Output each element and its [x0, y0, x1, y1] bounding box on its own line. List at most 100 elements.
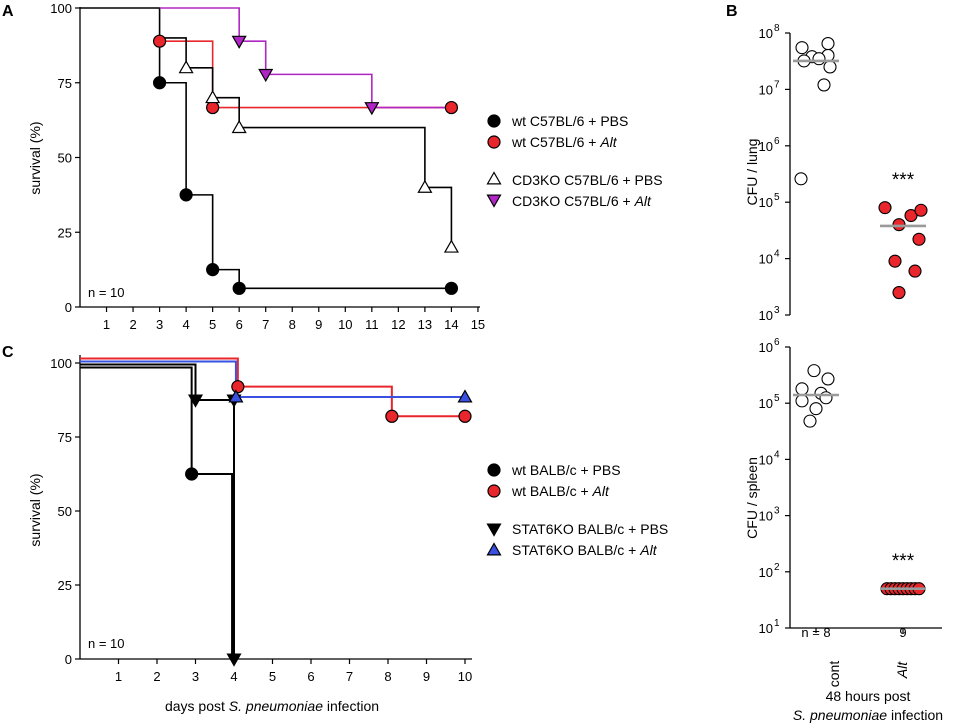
b-spleen-ytick-exponent: 5 — [774, 393, 780, 404]
c-series-2-point — [385, 409, 399, 423]
panel-c-axes: 0 25 50 75 100 1 2 3 4 5 6 7 8 9 10 — [50, 355, 472, 684]
panel-a-n-label: n = 10 — [88, 285, 125, 300]
panel-b-category-cont: cont — [826, 661, 842, 688]
a-xtick-label: 3 — [156, 317, 163, 332]
b-spleen-ytick-label: 10 — [759, 621, 773, 636]
panel-label-b: B — [726, 3, 738, 20]
panel-label-c: C — [2, 344, 14, 361]
panel-c-legend-label-4: STAT6KO BALB/c + Alt — [512, 542, 658, 558]
b-spleen-ytick-label: 10 — [759, 565, 773, 580]
panel-c-legend-label-1: wt BALB/c + PBS — [511, 462, 621, 478]
b-lung-alt-point — [912, 232, 926, 246]
panel-b-plot-area — [793, 37, 928, 596]
c-legend-marker-3 — [486, 523, 502, 537]
panel-b-xlabel-line2: S. pneumoniae infection — [793, 707, 943, 723]
a-series-1-point — [179, 188, 193, 202]
a-series-3-line — [159, 37, 453, 248]
panel-c-chart: survival (%) n = 10 days post S. pneumon… — [27, 355, 668, 714]
panel-a-legend: wt C57BL/6 + PBS wt C57BL/6 + Alt CD3KO … — [486, 113, 663, 209]
b-spleen-ytick-exponent: 1 — [774, 618, 780, 629]
c-xtick-label: 1 — [115, 669, 122, 684]
a-xtick-label: 5 — [209, 317, 216, 332]
b-lung-alt-point — [914, 203, 928, 217]
c-xtick-label: 4 — [230, 669, 237, 684]
a-series-4-point — [258, 68, 274, 83]
c-xtick-label: 6 — [307, 669, 314, 684]
a-series-3-point — [417, 179, 433, 193]
a-ytick-label: 75 — [58, 76, 72, 91]
panel-b-chart: CFU / lung CFU / spleen *** *** n = 8 9 … — [744, 23, 943, 723]
a-xtick-label: 14 — [444, 317, 458, 332]
a-xtick-label: 2 — [129, 317, 136, 332]
c-xtick-label: 9 — [423, 669, 430, 684]
a-series-3-point — [443, 239, 459, 253]
panel-b-lung-significance: *** — [892, 170, 915, 191]
a-series-4-point — [364, 102, 380, 116]
b-spleen-ytick-exponent: 4 — [774, 449, 780, 460]
a-series-4-point — [231, 35, 247, 49]
a-ytick-label: 25 — [58, 225, 72, 240]
c-legend-marker-4 — [486, 542, 502, 556]
c-ytick-label: 0 — [65, 652, 72, 667]
a-series-1-point — [232, 281, 246, 295]
b-lung-cont-point — [821, 37, 835, 51]
a-ytick-label: 100 — [50, 1, 72, 16]
a-series-1-point — [152, 76, 167, 90]
c-xtick-label: 7 — [346, 669, 353, 684]
a-series-3-point — [178, 60, 194, 74]
a-series-2-point — [444, 100, 459, 115]
c-legend-marker-2 — [487, 484, 501, 498]
b-spleen-ytick-label: 10 — [759, 452, 773, 467]
panel-c-ylabel: survival (%) — [27, 473, 43, 546]
panel-c-legend-symbols — [486, 463, 502, 556]
c-xtick-label: 5 — [269, 669, 276, 684]
c-legend-marker-1 — [487, 463, 501, 477]
panel-a-legend-label-2: wt C57BL/6 + Alt — [511, 134, 618, 150]
c-series-4-point — [457, 389, 473, 403]
b-lung-cont-point — [817, 78, 831, 92]
a-ytick-label: 50 — [58, 151, 72, 166]
c-series-4-point — [228, 389, 244, 403]
a-xtick-label: 8 — [289, 317, 296, 332]
a-series-2-point — [206, 100, 220, 115]
b-lung-ytick-label: 10 — [759, 139, 773, 154]
panel-b-lung-ylabel: CFU / lung — [744, 139, 760, 206]
b-lung-ytick-exponent: 3 — [774, 305, 780, 316]
b-spleen-cont-point — [803, 414, 817, 428]
a-xtick-label: 4 — [183, 317, 190, 332]
a-legend-marker-2 — [487, 135, 501, 149]
b-lung-ytick-exponent: 7 — [774, 79, 780, 90]
panel-label-a: A — [2, 3, 14, 20]
a-xtick-label: 15 — [471, 317, 485, 332]
c-xtick-label: 2 — [153, 669, 160, 684]
b-lung-ytick-exponent: 8 — [774, 23, 780, 34]
c-series-1-line — [80, 366, 234, 659]
panel-b-spleen-ylabel: CFU / spleen — [744, 457, 760, 539]
a-legend-marker-1 — [487, 114, 501, 128]
b-lung-alt-point — [892, 286, 906, 300]
b-lung-ytick-label: 10 — [759, 195, 773, 210]
panel-c-legend-label-3: STAT6KO BALB/c + PBS — [512, 521, 668, 537]
b-spleen-cont-point — [795, 394, 809, 408]
c-ytick-label: 100 — [50, 356, 72, 371]
panel-a-legend-label-4: CD3KO C57BL/6 + Alt — [512, 193, 652, 209]
c-ytick-label: 50 — [58, 504, 72, 519]
panel-c-plot-area — [80, 357, 473, 667]
b-spleen-ytick-exponent: 3 — [774, 506, 780, 517]
b-lung-alt-point — [878, 201, 892, 215]
b-spleen-ytick-label: 10 — [759, 340, 773, 355]
b-lung-alt-point — [908, 264, 922, 278]
a-series-1-point — [444, 281, 459, 295]
c-series-3-line — [80, 363, 235, 659]
a-series-4-line — [159, 7, 452, 109]
b-lung-ytick-exponent: 5 — [774, 192, 780, 203]
c-series-2-point — [458, 409, 472, 423]
b-spleen-ytick-label: 10 — [759, 509, 773, 524]
b-lung-alt-point — [888, 254, 902, 268]
panel-a-legend-label-1: wt C57BL/6 + PBS — [511, 113, 628, 129]
c-series-2-line — [80, 357, 465, 418]
a-ytick-label: 0 — [65, 300, 72, 315]
b-lung-cont-point — [823, 60, 837, 74]
